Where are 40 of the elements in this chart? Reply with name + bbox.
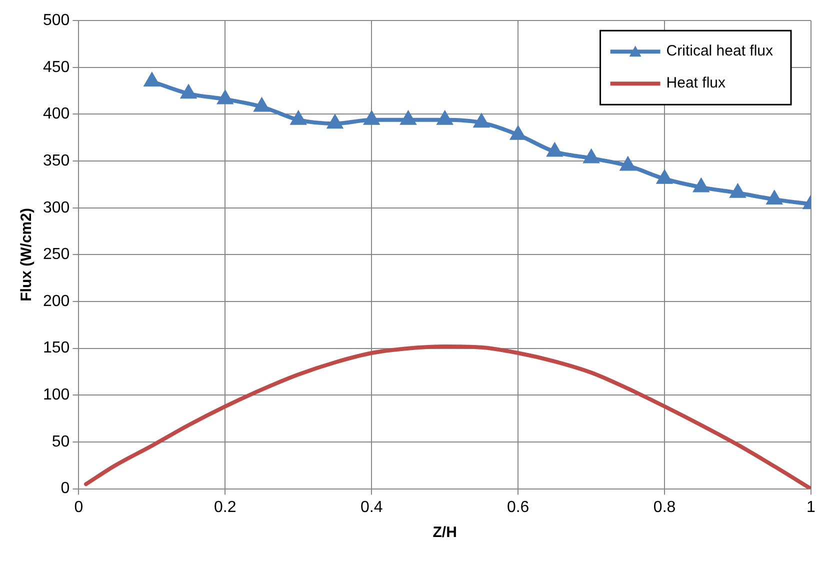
point [401,112,416,125]
x-tick-label: 1 [806,498,816,516]
point [218,91,232,104]
point [364,112,379,125]
y-tick-label: 350 [42,152,70,170]
point [291,112,306,125]
point [181,86,196,99]
y-tick-label: 400 [42,106,70,123]
point [328,116,342,129]
x-tick-label: 0.8 [653,498,676,516]
point [767,191,782,204]
y-tick-label: 100 [42,386,70,404]
x-tick-label: 0.4 [360,498,383,516]
point [657,170,672,184]
y-tick-label: 200 [42,292,70,310]
point [730,184,745,198]
x-tick-label: 0 [74,498,84,516]
point [620,158,636,171]
y-tick-label: 150 [42,340,70,357]
line-series [84,344,811,489]
point [144,73,160,86]
point [510,126,526,140]
point [254,98,269,112]
point [547,144,562,157]
y-tick-label: 250 [42,246,70,264]
y-tick-label: 0 [60,480,70,498]
y-axis-title: Flux (W/cm2) [18,208,36,302]
y-tick-label: 450 [42,58,70,76]
legend-label: Critical heat flux [666,42,774,60]
y-tick-label: 500 [42,12,70,30]
point [584,150,599,164]
x-axis-title: Z/H [432,524,457,542]
legend-label: Heat flux [666,74,726,92]
point [694,179,708,192]
y-tick-label: 50 [52,433,70,450]
x-tick-label: 0.2 [214,498,236,516]
point [474,114,489,128]
y-tick-label: 300 [42,199,70,216]
point [438,112,452,125]
x-tick-label: 0.6 [506,498,530,516]
